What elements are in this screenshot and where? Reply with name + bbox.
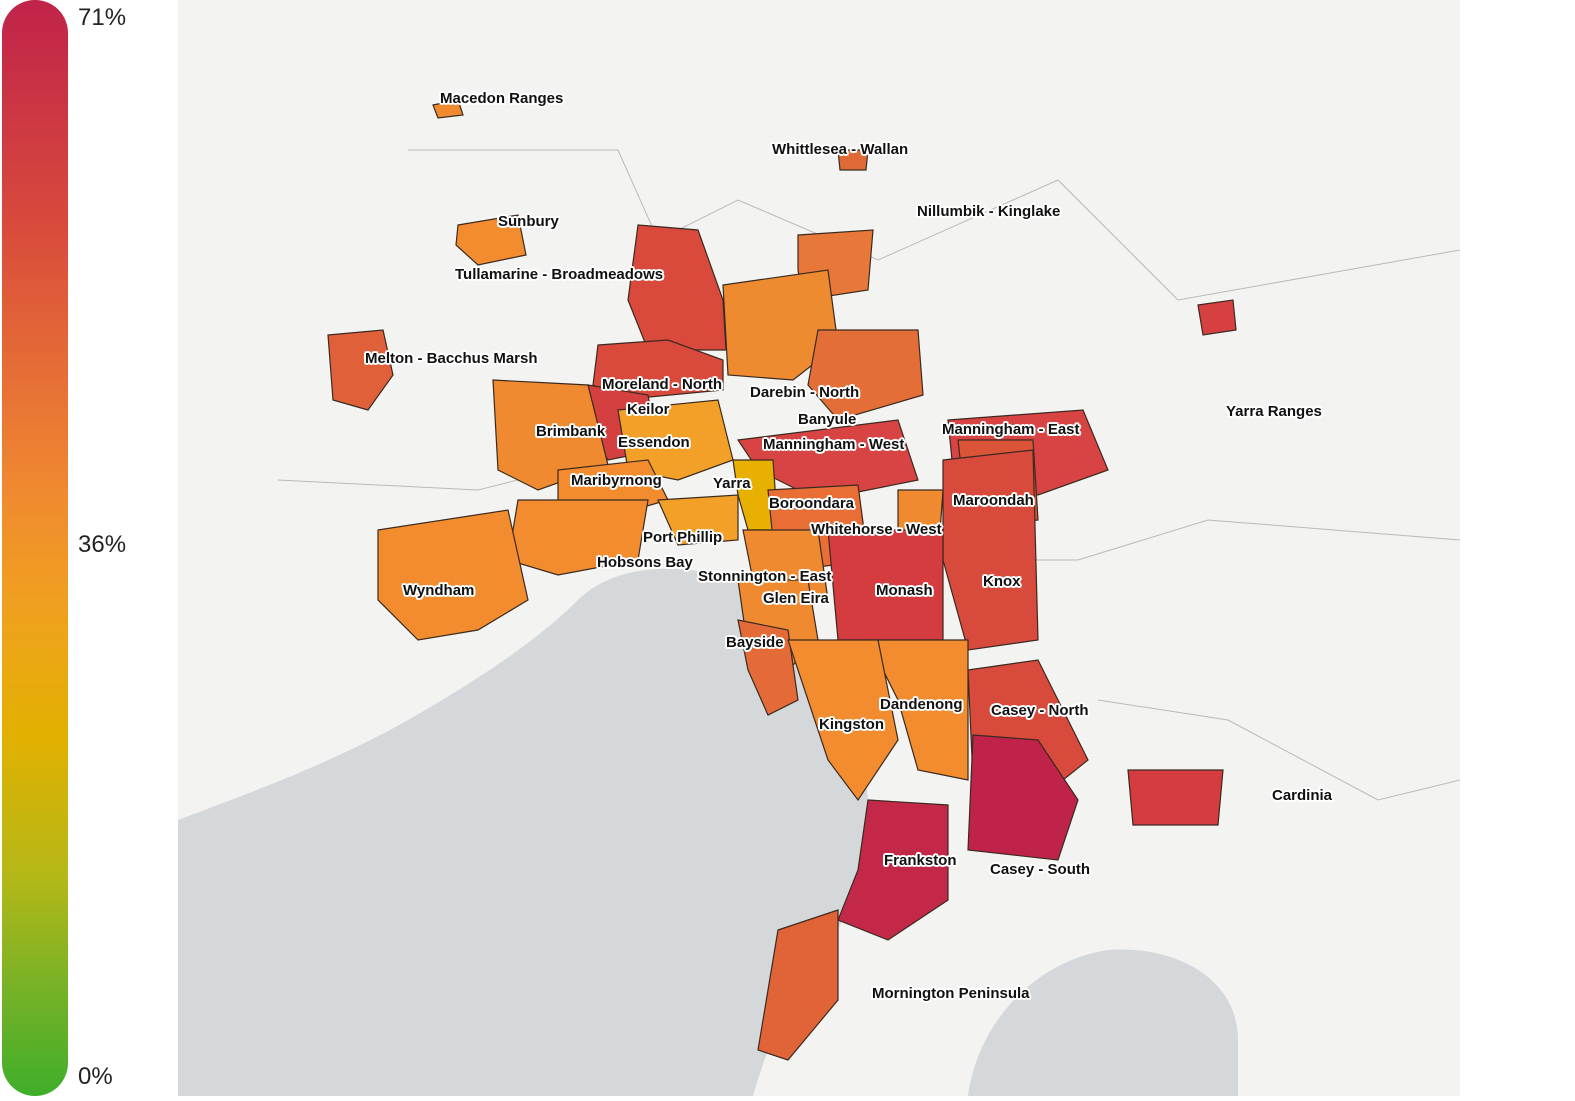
region-label: Maroondah [953, 492, 1034, 509]
region-label: Wyndham [403, 582, 475, 599]
region-bayside[interactable] [737, 619, 799, 716]
region-moreland-north[interactable] [592, 339, 724, 401]
region-label: Whitehorse - West [811, 521, 942, 538]
region-wyndham[interactable] [377, 509, 529, 641]
region-macedon-ranges[interactable] [432, 99, 464, 119]
western-port [968, 949, 1238, 1096]
region-label: Knox [983, 573, 1021, 590]
region-mornington-peninsula[interactable] [757, 909, 839, 1061]
color-scale-legend [2, 0, 68, 1096]
region-melton-bacchus-marsh[interactable] [327, 329, 394, 411]
region-port-phillip[interactable] [657, 494, 739, 546]
region-label: Glen Eira [763, 590, 829, 607]
region-label: Dandenong [880, 696, 963, 713]
region-whittlesea-wallan[interactable] [837, 149, 869, 171]
region-label: Bayside [726, 634, 784, 651]
region-label: Casey - North [991, 702, 1089, 719]
legend-min-label: 0% [78, 1063, 113, 1090]
region-label: Tullamarine - Broadmeadows [455, 266, 664, 283]
map-canvas [178, 99, 1460, 1096]
region-kingston[interactable] [787, 639, 899, 802]
region-knox[interactable] [942, 449, 1039, 651]
region-label: Moreland - North [602, 376, 722, 393]
region-label: Maribyrnong [571, 472, 662, 489]
region-label: Brimbank [536, 423, 606, 440]
legend-mid-label: 36% [78, 531, 127, 558]
region-label: Essendon [618, 434, 690, 451]
choropleth-map[interactable]: Macedon Ranges Whittlesea - Wallan Nillumb… [178, 0, 1460, 1096]
region-label: Melton - Bacchus Marsh [365, 350, 538, 367]
region-label: Nillumbik - Kinglake [917, 203, 1061, 220]
region-tullamarine-broadmeadows[interactable] [627, 224, 727, 351]
region-yarra-ranges[interactable] [1197, 299, 1237, 336]
region-label: Frankston [884, 852, 957, 869]
region-label: Manningham - East [942, 421, 1080, 438]
region-label: Mornington Peninsula [872, 985, 1030, 1002]
region-label: Monash [876, 582, 933, 599]
region-cardinia[interactable] [1127, 769, 1224, 826]
region-casey-south[interactable] [967, 734, 1079, 861]
region-label: Whittlesea - Wallan [772, 141, 909, 158]
region-label: Keilor [627, 401, 670, 418]
region-label: Yarra Ranges [1226, 403, 1322, 420]
legend-max-label: 71% [78, 4, 127, 31]
region-label: Macedon Ranges [440, 90, 564, 107]
region-label: Kingston [819, 716, 884, 733]
region-sunbury[interactable] [455, 214, 527, 266]
region-label: Port Phillip [643, 529, 723, 546]
region-label: Cardinia [1272, 787, 1333, 804]
region-banyule[interactable] [807, 329, 924, 421]
region-label: Yarra [713, 475, 751, 492]
region-label: Hobsons Bay [597, 554, 693, 571]
region-label: Darebin - North [750, 384, 860, 401]
port-phillip-bay [178, 568, 870, 1096]
region-frankston[interactable] [837, 799, 949, 941]
region-label: Sunbury [498, 213, 559, 230]
region-label: Stonnington - East [698, 568, 832, 585]
region-label: Boroondara [769, 495, 855, 512]
region-label: Casey - South [990, 861, 1091, 878]
region-label: Banyule [798, 411, 857, 428]
region-label: Manningham - West [763, 436, 905, 453]
region-dandenong[interactable] [867, 639, 969, 781]
